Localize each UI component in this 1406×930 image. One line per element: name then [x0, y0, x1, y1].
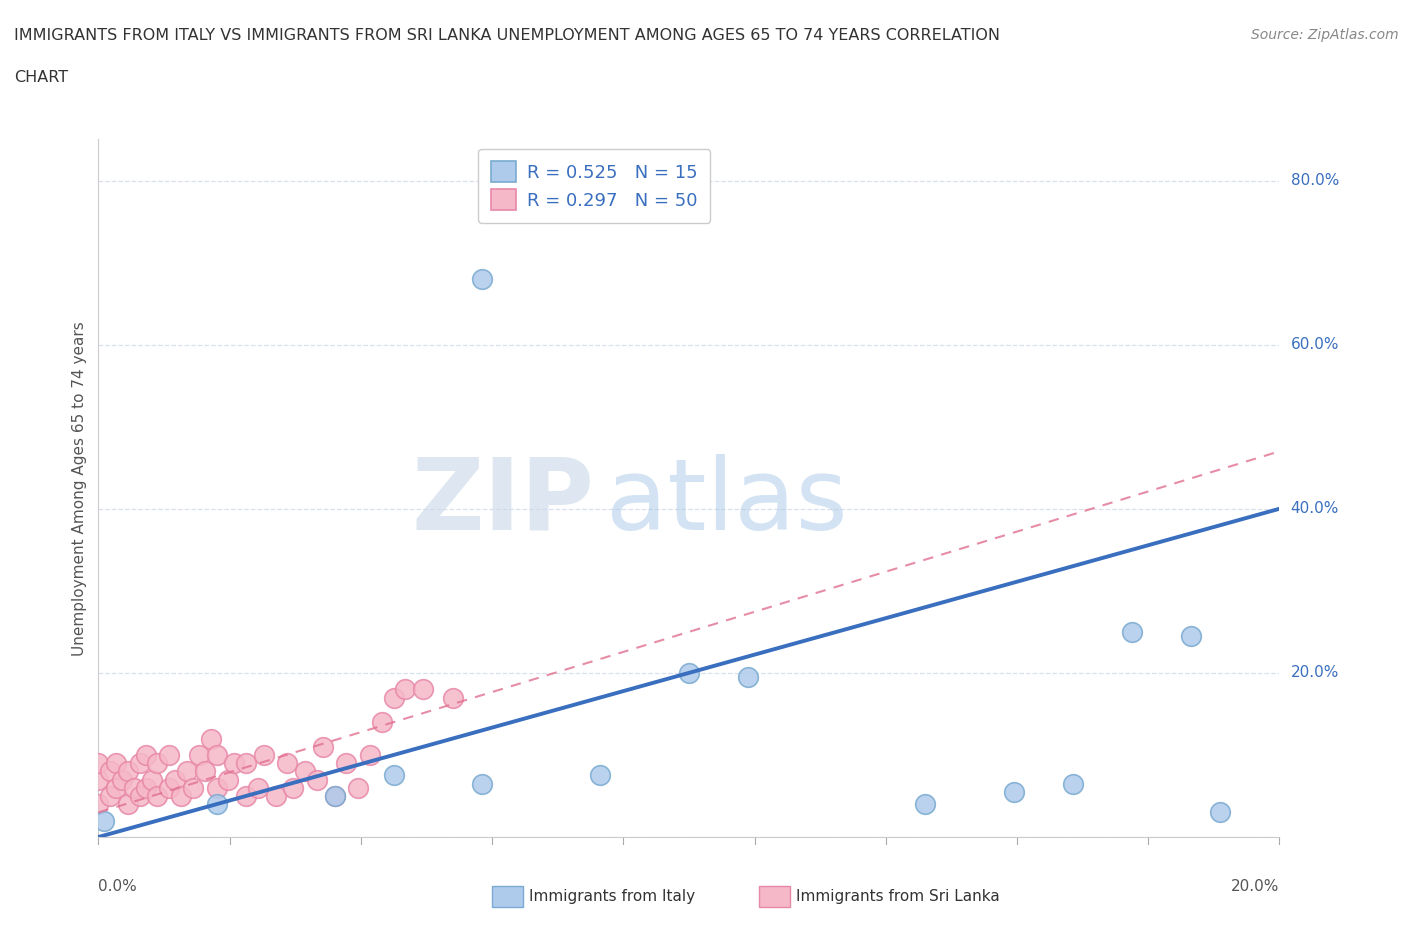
Point: [294, 764, 316, 778]
Text: 40.0%: 40.0%: [1291, 501, 1339, 516]
Point: [235, 789, 257, 804]
Point: [87, 756, 110, 771]
Point: [394, 682, 416, 697]
Point: [128, 756, 150, 771]
Point: [165, 772, 187, 787]
Point: [312, 739, 335, 754]
Point: [122, 780, 145, 795]
Point: [87, 797, 110, 812]
Point: [135, 748, 157, 763]
Point: [205, 780, 228, 795]
Point: [141, 772, 163, 787]
Point: [1121, 624, 1143, 639]
Point: [235, 756, 257, 771]
Point: [347, 780, 370, 795]
Point: [205, 797, 228, 812]
Text: Immigrants from Sri Lanka: Immigrants from Sri Lanka: [796, 889, 1000, 904]
Legend: R = 0.525   N = 15, R = 0.297   N = 50: R = 0.525 N = 15, R = 0.297 N = 50: [478, 149, 710, 223]
Point: [382, 768, 405, 783]
Point: [170, 789, 193, 804]
Text: 20.0%: 20.0%: [1232, 879, 1279, 894]
Point: [678, 666, 700, 681]
Point: [1062, 777, 1084, 791]
Point: [93, 813, 115, 828]
Point: [224, 756, 246, 771]
Point: [105, 756, 128, 771]
Text: IMMIGRANTS FROM ITALY VS IMMIGRANTS FROM SRI LANKA UNEMPLOYMENT AMONG AGES 65 TO: IMMIGRANTS FROM ITALY VS IMMIGRANTS FROM…: [14, 28, 1000, 43]
Point: [98, 789, 121, 804]
Point: [335, 756, 357, 771]
Point: [441, 690, 464, 705]
Point: [264, 789, 287, 804]
Point: [194, 764, 217, 778]
Point: [187, 748, 209, 763]
Text: Source: ZipAtlas.com: Source: ZipAtlas.com: [1251, 28, 1399, 42]
Point: [135, 780, 157, 795]
Text: atlas: atlas: [606, 454, 848, 551]
Point: [276, 756, 298, 771]
Point: [253, 748, 276, 763]
Text: 60.0%: 60.0%: [1291, 338, 1339, 352]
Point: [146, 789, 169, 804]
Point: [128, 789, 150, 804]
Point: [371, 714, 394, 729]
Point: [146, 756, 169, 771]
Point: [737, 670, 759, 684]
Point: [323, 789, 346, 804]
Point: [176, 764, 198, 778]
Point: [323, 789, 346, 804]
Point: [589, 768, 612, 783]
Point: [98, 764, 121, 778]
Point: [305, 772, 328, 787]
Point: [157, 748, 180, 763]
Point: [157, 780, 180, 795]
Point: [246, 780, 269, 795]
Point: [181, 780, 204, 795]
Point: [1002, 784, 1025, 799]
Point: [87, 772, 110, 787]
Text: Immigrants from Italy: Immigrants from Italy: [529, 889, 695, 904]
Point: [1209, 805, 1232, 820]
Point: [111, 772, 134, 787]
Y-axis label: Unemployment Among Ages 65 to 74 years: Unemployment Among Ages 65 to 74 years: [72, 321, 87, 656]
Point: [471, 777, 494, 791]
Text: 80.0%: 80.0%: [1291, 173, 1339, 188]
Point: [283, 780, 305, 795]
Point: [359, 748, 381, 763]
Point: [1180, 629, 1202, 644]
Text: CHART: CHART: [14, 70, 67, 85]
Text: 0.0%: 0.0%: [98, 879, 138, 894]
Point: [105, 780, 128, 795]
Point: [914, 797, 936, 812]
Text: 20.0%: 20.0%: [1291, 665, 1339, 681]
Point: [200, 731, 222, 746]
Point: [205, 748, 228, 763]
Point: [117, 764, 139, 778]
Point: [471, 272, 494, 286]
Text: ZIP: ZIP: [412, 454, 595, 551]
Point: [217, 772, 239, 787]
Point: [117, 797, 139, 812]
Point: [382, 690, 405, 705]
Point: [412, 682, 434, 697]
